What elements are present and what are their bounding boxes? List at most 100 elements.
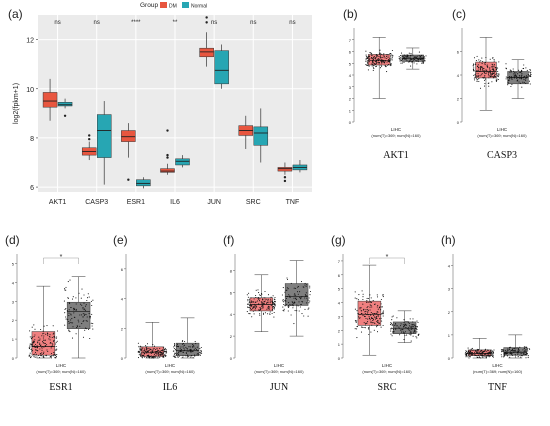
panel-b-point [371,57,373,59]
panel-h-point [484,355,486,357]
panel-c-point [475,72,477,74]
panel-e-point [182,356,184,359]
panel-c-point [474,76,476,78]
panel-h-point [507,348,509,350]
panel-d-point [88,312,90,314]
panel-d-point [37,341,39,343]
panel-b-point [376,55,378,58]
panel-h-point [501,348,503,351]
panel-h-ytick: 3 [448,287,451,292]
panel-e-point [164,355,167,357]
panel-f-point [290,314,292,316]
panel-d-point [68,315,70,317]
panel-e-point [195,349,198,351]
panel-c-point [489,72,491,74]
panel-f-point [305,285,307,287]
panel-e-point [174,355,176,357]
panel-f-point [248,306,250,308]
panel-g-point [382,311,384,314]
panel-a-outlier [127,178,130,181]
panel-d-point [92,323,94,325]
panel-c-point [484,82,486,85]
panel-f-point [283,310,285,312]
panel-d-point [78,321,80,323]
panel-b-ytick: 3 [349,85,352,90]
panel-f-point [246,303,249,305]
panel-g-point [408,325,411,327]
panel-d-point [42,345,44,348]
panel-d-point [80,303,82,305]
panel-b-point [386,64,388,66]
panel-c-point [505,78,507,80]
panel-b-point [384,57,386,59]
panel-e-point [192,350,194,352]
panel-e-point [180,351,182,353]
panel-f-point [272,295,274,297]
panel-g-point [362,315,364,317]
panel-e-point [173,353,175,355]
panel-c-point [510,77,512,79]
panel-d-point [70,314,72,316]
panel-f-point [254,309,256,311]
panel-c-point [525,77,527,79]
panel-b-point [401,55,403,57]
panel-d-point [55,341,57,343]
panel-c-point [475,76,477,78]
panel-b-point [385,55,388,57]
panel-f-point [261,305,263,307]
panel-d-ytick: 4 [12,280,15,285]
panel-b-point [404,57,406,60]
panel-e-point [150,351,152,353]
panel-e-point [172,355,174,357]
panel-g-point [402,331,404,333]
panel-c-point [481,73,483,75]
panel-d-point [85,314,87,316]
panel-g-point [376,331,379,333]
panel-d-point [55,337,57,339]
panel-h-point [511,349,514,351]
panel-c-point [519,78,521,80]
panel-c-point [485,72,487,74]
panel-f-point [272,307,274,309]
panel-e-point [186,355,188,357]
panel-c-point [480,60,482,62]
panel-d-point [38,356,41,359]
panel-g-point [396,317,398,319]
panel-d-point [49,339,51,341]
panel-b-point [367,56,369,58]
panel-d-point [39,342,41,344]
panel-d-point [81,323,83,325]
panel-h-point [523,346,525,348]
panel-b-point [410,55,412,57]
panel-h-point [527,355,529,357]
panel-h-point [502,350,504,353]
panel-c-point [480,65,482,68]
panel-d-point [32,345,34,347]
panel-e-point [138,354,140,356]
panel-e-point [159,356,161,358]
panel-b-point [389,58,391,60]
panel-e-point [177,356,179,358]
panel-d-point [76,325,78,327]
panel-g-point [391,322,393,324]
panel-f-point [309,294,311,296]
panel-d-point [65,318,67,320]
panel-b-point [407,61,409,63]
panel-c-point [492,69,494,71]
panel-c-point [507,80,510,82]
panel-h-point [523,353,525,355]
panel-f-point [256,297,258,299]
panel-d-point [32,344,34,346]
panel-e-point [147,351,149,353]
panel-b-point [387,54,389,56]
panel-g-point [365,309,367,311]
panel-g-point [362,293,364,295]
panel-f-point [246,294,248,296]
panel-b-point [380,53,382,55]
panel-g-point [376,326,378,328]
panel-f-point [304,282,306,284]
panel-f-point [291,304,293,306]
panel-c-point [496,68,498,71]
panel-c-point [484,70,486,72]
panel-g-point [356,337,358,339]
